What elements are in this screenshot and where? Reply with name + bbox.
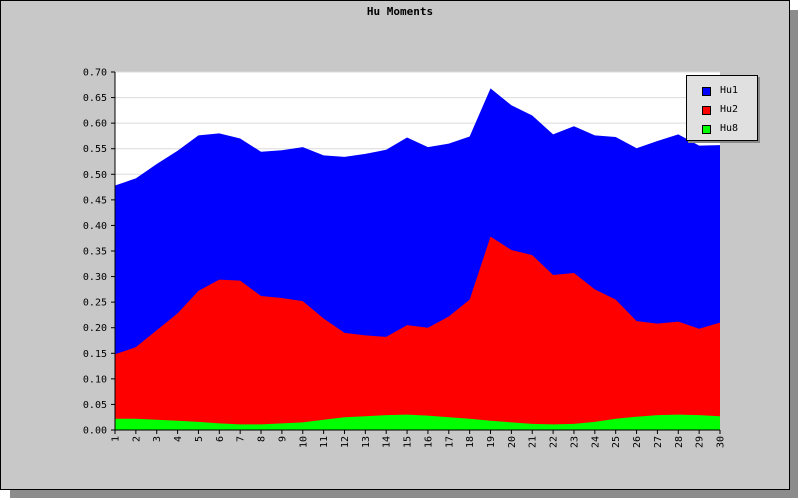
x-tick-label: 14 (382, 436, 393, 448)
x-tick-label: 29 (695, 436, 706, 448)
x-tick-label: 4 (173, 436, 184, 442)
x-tick-label: 16 (423, 436, 434, 448)
y-tick-label: 0.15 (83, 349, 107, 360)
y-tick-label: 0.00 (83, 426, 107, 437)
x-tick-label: 8 (257, 436, 268, 442)
y-tick-label: 0.05 (83, 400, 107, 411)
x-tick-label: 23 (569, 436, 580, 448)
legend-label-hu8: Hu8 (720, 123, 739, 134)
x-tick-label: 10 (298, 436, 309, 448)
y-tick-label: 0.60 (83, 119, 107, 130)
x-tick-label: 22 (549, 436, 560, 448)
y-tick-label: 0.25 (83, 298, 107, 309)
x-tick-label: 18 (465, 436, 476, 448)
x-tick-label: 26 (632, 436, 643, 448)
x-tick-label: 13 (361, 436, 372, 448)
y-tick-label: 0.55 (83, 144, 107, 155)
axes: 0.00 0.05 0.10 0.15 0.20 0.25 0.30 0.35 0.40 0.45… (83, 68, 727, 449)
y-tick-label: 0.65 (83, 93, 107, 104)
legend-swatch-hu2 (702, 106, 711, 115)
x-tick-label: 3 (152, 436, 163, 442)
x-tick-label: 7 (236, 436, 247, 442)
x-tick-label: 11 (319, 436, 330, 448)
chart-title: Hu Moments (367, 5, 433, 18)
x-tick-label: 19 (486, 436, 497, 448)
x-tick-label: 24 (590, 436, 601, 448)
frame-shadow-bottom (10, 490, 798, 498)
y-tick-label: 0.70 (83, 68, 107, 79)
legend-swatch-hu8 (702, 125, 711, 134)
x-tick-label: 30 (716, 436, 727, 448)
x-tick-label: 1 (111, 436, 122, 442)
y-tick-label: 0.10 (83, 374, 107, 385)
x-tick-label: 27 (653, 436, 664, 448)
legend-item-hu2: Hu2 (687, 103, 757, 117)
x-tick-label: 21 (528, 436, 539, 448)
series-area-hu8 (115, 414, 720, 430)
y-tick-label: 0.30 (83, 272, 107, 283)
y-tick-label: 0.40 (83, 221, 107, 232)
legend-item-hu1: Hu1 (687, 84, 757, 98)
frame-shadow-right (790, 10, 798, 498)
x-tick-label: 2 (131, 436, 142, 442)
x-tick-label: 17 (444, 436, 455, 448)
y-tick-label: 0.50 (83, 170, 107, 181)
y-tick-label: 0.45 (83, 195, 107, 206)
x-tick-label: 9 (277, 436, 288, 442)
y-tick-label: 0.20 (83, 323, 107, 334)
legend-item-hu8: Hu8 (687, 122, 757, 136)
legend-label-hu1: Hu1 (720, 85, 739, 96)
legend-label-hu2: Hu2 (720, 104, 739, 115)
x-tick-label: 20 (507, 436, 518, 448)
legend-swatch-hu1 (702, 87, 711, 96)
x-tick-label: 6 (215, 436, 226, 442)
series-area-hu2 (115, 236, 720, 430)
x-tick-label: 5 (194, 436, 205, 442)
x-tick-label: 25 (611, 436, 622, 448)
y-tick-label: 0.35 (83, 247, 107, 258)
series-areas (115, 88, 720, 431)
x-tick-label: 28 (674, 436, 685, 448)
x-tick-label: 12 (340, 436, 351, 448)
legend: Hu1 Hu2 Hu8 (686, 75, 758, 141)
x-tick-label: 15 (403, 436, 414, 448)
